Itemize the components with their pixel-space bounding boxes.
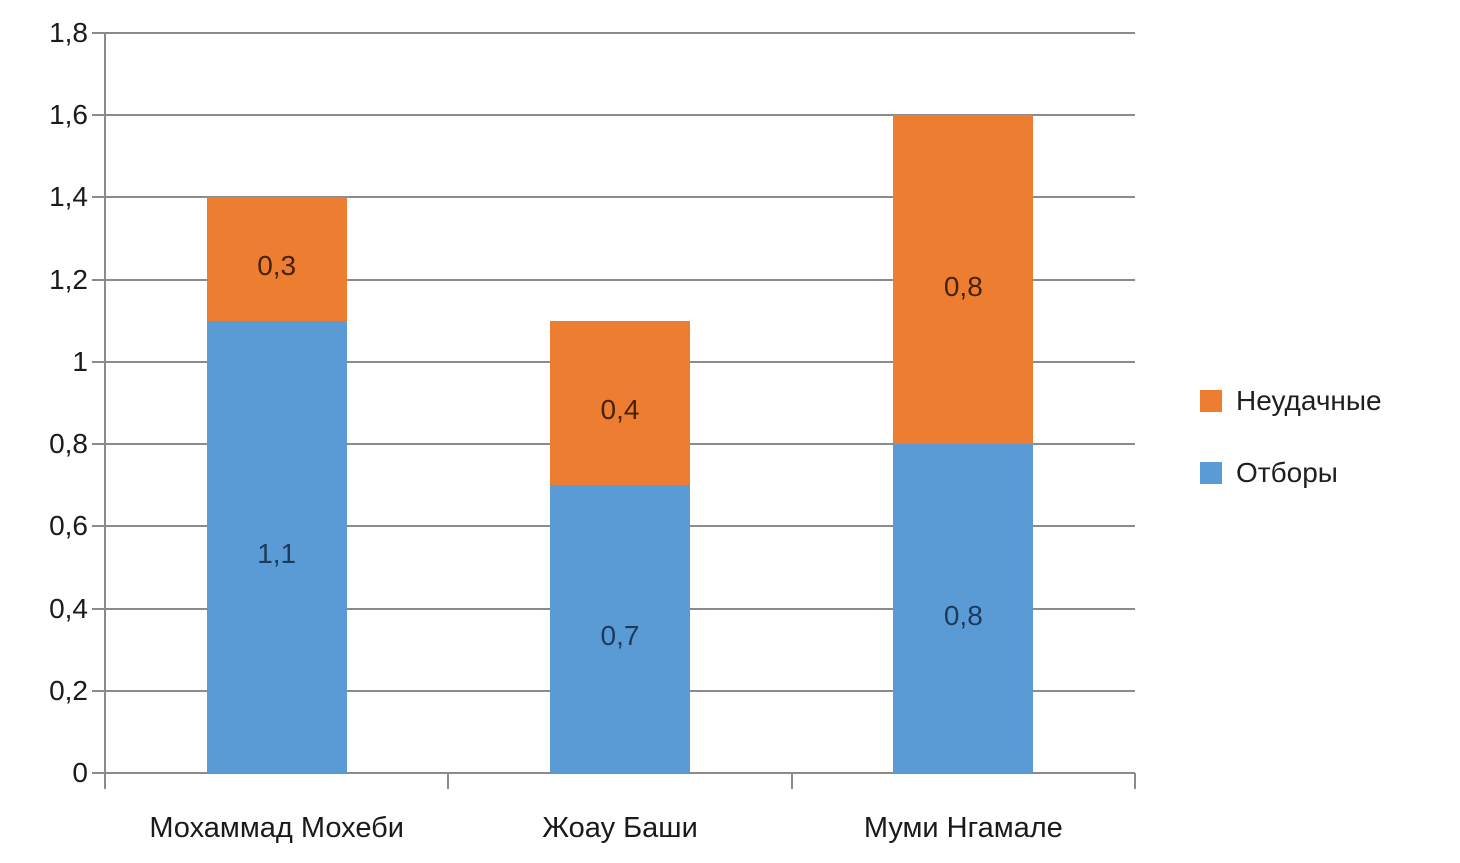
legend-label-takeaways: Отборы: [1236, 457, 1338, 488]
bar-value-label: 0,4: [600, 394, 640, 425]
chart-legend: Неудачные Отборы: [1200, 385, 1382, 489]
x-axis-tick: [447, 773, 450, 789]
bar-segment-Неудачные: [550, 320, 690, 486]
gridline: [92, 114, 1135, 117]
legend-swatch-failed-icon: [1200, 390, 1222, 412]
x-axis-line: [92, 772, 1135, 774]
bar-segment-Отборы: [893, 444, 1034, 773]
x-axis-category-label: Мохаммад Мохеби: [149, 812, 404, 844]
x-axis-tick: [104, 773, 106, 789]
legend-label-failed: Неудачные: [1236, 385, 1382, 416]
y-axis-tick-label: 1,2: [49, 263, 88, 295]
bar-segment-Неудачные: [206, 197, 347, 321]
x-axis-category-label: Жоау Баши: [542, 812, 698, 844]
y-axis-tick-label: 0,6: [49, 510, 88, 542]
y-axis-tick-label: 0,8: [49, 428, 88, 460]
y-axis-tick-label: 0,4: [49, 592, 88, 624]
bar-segment-Неудачные: [893, 115, 1034, 445]
y-axis-tick-label: 1,4: [49, 181, 88, 213]
legend-item-takeaways: Отборы: [1200, 457, 1382, 489]
y-axis-tick-label: 1,8: [49, 17, 88, 48]
bar-segment-Отборы: [550, 485, 690, 773]
legend-swatch-takeaways-icon: [1200, 462, 1222, 484]
gridline: [92, 278, 1135, 281]
bar-value-label: 1,1: [257, 537, 297, 569]
bar-value-label: 0,8: [943, 270, 983, 302]
y-axis-tick-label: 0: [72, 757, 88, 788]
x-axis-category-label: Муми Нгамале: [863, 812, 1063, 844]
bar-value-label: 0,3: [257, 250, 297, 282]
y-axis-tick-label: 1,6: [49, 99, 88, 131]
bar-value-label: 0,7: [600, 620, 640, 652]
y-axis-line: [104, 33, 106, 789]
legend-item-failed: Неудачные: [1200, 385, 1382, 417]
y-axis-tick-label: 1: [72, 345, 88, 377]
bar-segment-Отборы: [206, 320, 347, 773]
x-axis-tick: [1134, 773, 1136, 789]
x-axis-tick: [790, 773, 793, 789]
y-axis-tick-label: 0,2: [49, 674, 88, 706]
gridline: [92, 196, 1135, 199]
bar-value-label: 0,8: [943, 599, 983, 631]
gridline: [92, 32, 1135, 34]
